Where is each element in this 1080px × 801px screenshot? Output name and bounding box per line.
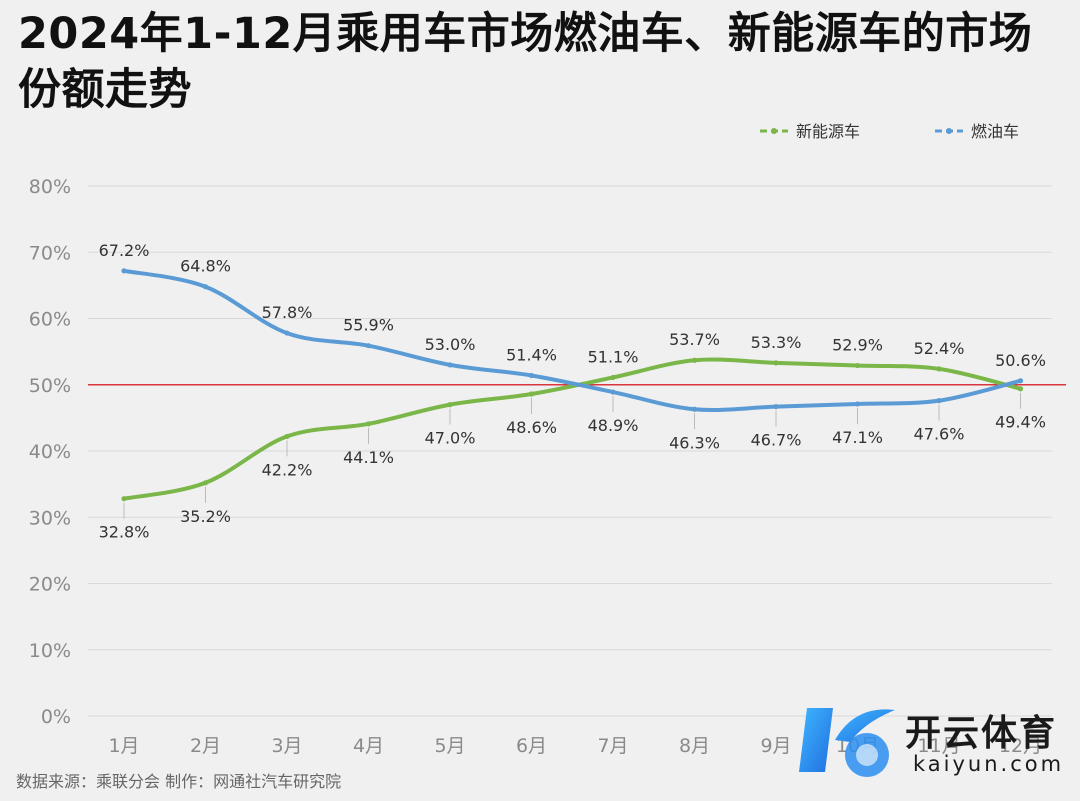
watermark-site: kaiyun.com [913, 752, 1065, 776]
y-tick-label: 0% [41, 706, 71, 728]
y-tick-label: 40% [29, 441, 71, 463]
x-tick-label: 6月 [516, 735, 547, 757]
y-tick-label: 30% [29, 507, 71, 529]
data-point [121, 268, 127, 274]
data-label: 55.9% [343, 316, 394, 335]
data-label: 46.3% [669, 433, 720, 452]
x-tick-label: 11月 [917, 735, 960, 757]
series-line [122, 357, 1023, 501]
watermark-brand: 开云体育 [905, 713, 1058, 754]
data-point [936, 398, 942, 404]
data-point [284, 433, 290, 440]
data-label: 50.6% [995, 351, 1046, 370]
data-label: 48.6% [506, 418, 557, 437]
data-label: 47.0% [425, 429, 476, 448]
data-point [773, 360, 779, 366]
data-point [1017, 378, 1024, 384]
data-point [121, 496, 127, 502]
data-label: 51.1% [588, 347, 639, 366]
source-note: 数据来源：乘联分会 制作：网通社汽车研究院 [16, 772, 342, 791]
data-label: 52.4% [914, 339, 965, 358]
data-label: 46.7% [751, 431, 802, 450]
y-tick-label: 10% [29, 640, 71, 662]
data-label: 48.9% [588, 416, 639, 435]
data-point [1017, 386, 1024, 392]
data-point [284, 330, 290, 336]
y-tick-label: 60% [29, 309, 71, 331]
watermark: 开云体育 kaiyun.com [795, 700, 1075, 785]
data-label: 44.1% [343, 448, 394, 467]
data-label: 35.2% [180, 507, 231, 526]
data-point [773, 404, 779, 410]
data-point [854, 401, 861, 407]
data-label: 64.8% [180, 257, 231, 276]
data-point [691, 406, 698, 412]
data-label: 53.7% [669, 330, 720, 349]
x-tick-label: 3月 [271, 735, 302, 757]
data-label: 47.1% [832, 428, 883, 447]
kaiyun-k-logo-icon [799, 708, 895, 777]
legend-marker [771, 128, 777, 134]
y-tick-label: 80% [29, 176, 71, 198]
data-point [610, 389, 616, 395]
x-tick-label: 5月 [434, 735, 465, 757]
data-label: 53.0% [425, 335, 476, 354]
x-tick-label: 7月 [597, 735, 628, 757]
x-tick-label: 4月 [353, 735, 384, 757]
x-tick-label: 8月 [679, 735, 710, 757]
x-tick-label: 12月 [999, 735, 1042, 757]
data-label: 67.2% [99, 241, 150, 260]
legend-marker [946, 128, 952, 134]
data-label: 32.8% [99, 523, 150, 542]
data-point [936, 366, 942, 372]
y-tick-label: 20% [29, 574, 71, 596]
data-point [610, 374, 616, 381]
data-label: 47.6% [914, 425, 965, 444]
data-point [202, 480, 209, 486]
data-label: 51.4% [506, 345, 557, 364]
data-point [365, 421, 372, 427]
data-label: 52.9% [832, 336, 883, 355]
data-point [365, 343, 372, 349]
legend-label: 燃油车 [971, 122, 1019, 141]
data-point [447, 362, 453, 368]
x-tick-label: 9月 [760, 735, 791, 757]
x-tick-label: 2月 [190, 735, 221, 757]
chart-title: 2024年1-12月乘用车市场燃油车、新能源车的市场份额走势 [18, 9, 1033, 115]
data-label: 53.3% [751, 333, 802, 352]
series-line [122, 268, 1023, 413]
data-point [528, 391, 535, 397]
data-point [528, 372, 535, 379]
data-point [202, 284, 209, 290]
x-tick-label: 1月 [108, 735, 139, 757]
data-point [854, 362, 861, 369]
data-point [447, 402, 453, 408]
data-label: 49.4% [995, 413, 1046, 432]
y-tick-label: 50% [29, 375, 71, 397]
data-label: 57.8% [262, 303, 313, 322]
y-tick-label: 70% [29, 242, 71, 264]
data-point [691, 357, 698, 363]
data-label: 42.2% [262, 460, 313, 479]
legend-label: 新能源车 [796, 122, 860, 141]
